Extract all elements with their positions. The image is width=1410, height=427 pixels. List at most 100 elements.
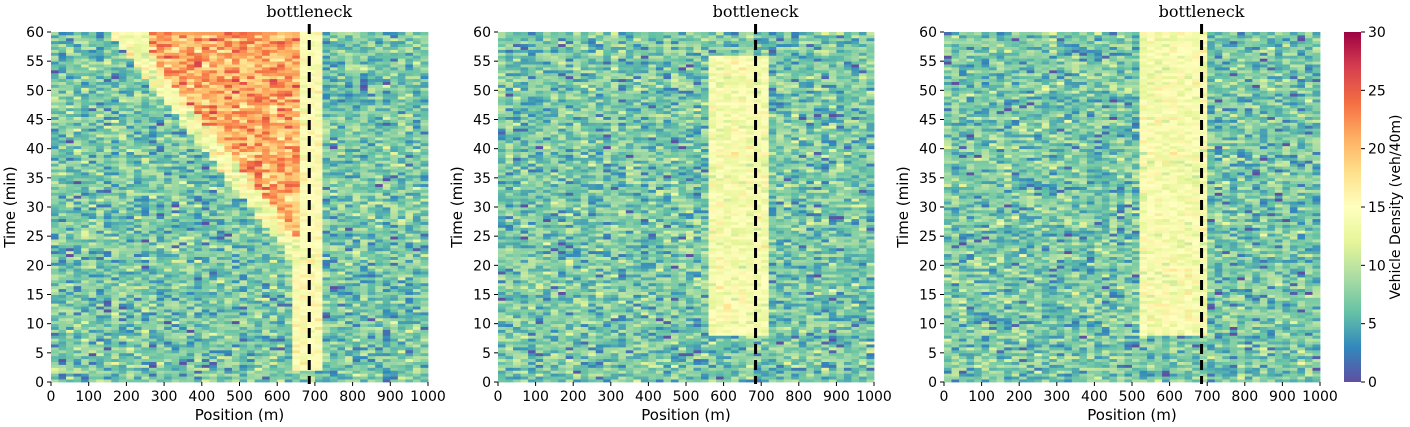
heatmap-cell	[345, 335, 353, 339]
heatmap-cell	[367, 186, 376, 190]
heatmap-cell	[126, 189, 135, 193]
heatmap-cell	[247, 186, 255, 190]
heatmap-cell	[164, 131, 173, 135]
heatmap-cell	[322, 224, 331, 228]
heatmap-cell	[201, 201, 210, 205]
heatmap-cell	[405, 341, 414, 345]
heatmap-cell	[231, 329, 240, 333]
heatmap-cell	[66, 224, 75, 228]
heatmap-cell	[299, 376, 308, 380]
heatmap-cell	[390, 242, 399, 246]
heatmap-cell	[345, 180, 353, 185]
heatmap-cell	[329, 116, 338, 120]
heatmap-cell	[216, 180, 225, 185]
heatmap-cell	[314, 209, 323, 214]
heatmap-cell	[420, 107, 429, 112]
heatmap-cell	[118, 227, 127, 231]
heatmap-cell	[277, 349, 286, 354]
heatmap-cell	[360, 215, 369, 220]
heatmap-cell	[164, 125, 173, 129]
heatmap-cell	[254, 183, 263, 187]
heatmap-cell	[247, 137, 255, 141]
heatmap-cell	[405, 338, 414, 342]
heatmap-cell	[216, 174, 225, 179]
heatmap-cell	[51, 250, 59, 255]
heatmap-cell	[360, 326, 369, 330]
heatmap-cell	[81, 247, 90, 252]
heatmap-cell	[73, 137, 82, 141]
heatmap-cell	[209, 344, 218, 348]
heatmap-cell	[322, 335, 331, 339]
heatmap-cell	[141, 154, 150, 158]
heatmap-cell	[179, 96, 188, 100]
heatmap-cell	[179, 137, 188, 141]
heatmap-cell	[103, 163, 112, 167]
heatmap-cell	[186, 297, 195, 301]
heatmap-cell	[307, 274, 316, 278]
heatmap-cell	[390, 137, 399, 141]
heatmap-cell	[277, 323, 286, 327]
heatmap-cell	[397, 139, 406, 144]
heatmap-cell	[66, 215, 75, 220]
heatmap-cell	[51, 361, 59, 365]
heatmap-cell	[186, 180, 195, 185]
heatmap-cell	[254, 323, 263, 327]
heatmap-cell	[156, 107, 165, 112]
heatmap-cell	[141, 379, 150, 383]
heatmap-cell	[360, 116, 369, 120]
heatmap-cell	[262, 323, 271, 327]
heatmap-cell	[179, 250, 188, 255]
heatmap-cell	[420, 166, 429, 170]
heatmap-cell	[307, 151, 316, 155]
heatmap-cell	[254, 265, 263, 269]
heatmap-cell	[96, 90, 105, 94]
heatmap-cell	[239, 212, 248, 217]
heatmap-cell	[201, 285, 210, 290]
heatmap-cell	[96, 189, 105, 193]
heatmap-cell	[81, 93, 90, 97]
heatmap-cell	[58, 376, 67, 380]
heatmap-cell	[367, 148, 376, 152]
heatmap-cell	[149, 282, 157, 287]
heatmap-cell	[375, 110, 384, 115]
heatmap-cell	[307, 204, 316, 208]
heatmap-cell	[149, 119, 157, 123]
heatmap-cell	[390, 355, 399, 360]
heatmap-cell	[412, 218, 421, 222]
heatmap-cell	[111, 99, 120, 103]
heatmap-cell	[292, 207, 301, 211]
heatmap-cell	[118, 169, 127, 173]
heatmap-cell	[66, 128, 75, 132]
heatmap-cell	[360, 347, 369, 351]
heatmap-cell	[352, 376, 361, 380]
heatmap-cell	[337, 227, 346, 231]
heatmap-cell	[51, 183, 59, 187]
heatmap-cell	[149, 177, 157, 182]
heatmap-cell	[329, 376, 338, 380]
heatmap-cell	[352, 379, 361, 383]
heatmap-cell	[412, 329, 421, 333]
heatmap-cell	[186, 242, 195, 246]
heatmap-cell	[111, 242, 120, 246]
heatmap-cell	[239, 271, 248, 275]
heatmap-cell	[66, 244, 75, 249]
heatmap-cell	[156, 125, 165, 129]
heatmap-cell	[390, 227, 399, 231]
heatmap-cell	[262, 271, 271, 275]
heatmap-cell	[194, 224, 203, 228]
heatmap-cell	[329, 329, 338, 333]
heatmap-cell	[254, 282, 263, 287]
heatmap-cell	[141, 186, 150, 190]
heatmap-cell	[382, 139, 391, 144]
heatmap-cell	[179, 285, 188, 290]
heatmap-cell	[345, 326, 353, 330]
heatmap-cell	[73, 349, 82, 354]
heatmap-cell	[126, 259, 135, 263]
heatmap-cell	[337, 157, 346, 161]
heatmap-cell	[156, 113, 165, 117]
heatmap-cell	[322, 160, 331, 164]
heatmap-cell	[224, 274, 233, 278]
heatmap-cell	[292, 104, 301, 109]
heatmap-cell	[322, 174, 331, 179]
heatmap-cell	[186, 148, 195, 152]
